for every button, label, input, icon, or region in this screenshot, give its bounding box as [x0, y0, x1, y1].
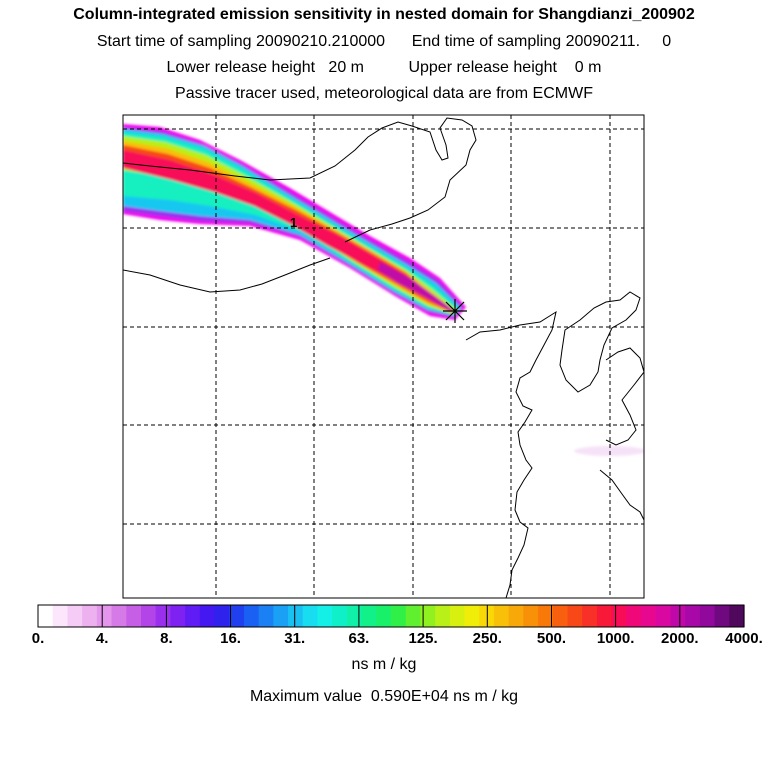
release-heights: Lower release height 20 m Upper release …	[166, 59, 602, 76]
colorbar-cell	[126, 605, 142, 627]
colorbar-cell	[52, 605, 69, 627]
colorbar-cell	[111, 605, 127, 627]
colorbar-cell	[420, 605, 436, 627]
colorbar-cell	[185, 605, 201, 627]
colorbar-cell	[229, 605, 245, 627]
colorbar-cell	[435, 605, 451, 627]
coastline-island	[559, 291, 641, 393]
colorbar-cell	[449, 605, 466, 627]
plume-layer-peak	[378, 262, 455, 311]
colorbar-cells	[38, 605, 745, 627]
tracer-info: Passive tracer used, meteorological data…	[175, 85, 593, 102]
colorbar-cell	[523, 605, 539, 627]
colorbar-cell	[67, 605, 83, 627]
grid-lines	[123, 115, 644, 598]
colorbar-tick-label: 8.	[160, 630, 173, 647]
colorbar-tick-label: 500.	[536, 630, 567, 647]
colorbar-cell	[96, 605, 113, 627]
colorbar-cell	[670, 605, 686, 627]
colorbar-cell	[464, 605, 480, 627]
colorbar-cell	[214, 605, 230, 627]
colorbar-cell	[38, 605, 54, 627]
colorbar-frame	[37, 604, 745, 628]
coastlines	[123, 117, 644, 598]
map-frame	[122, 114, 645, 599]
colorbar-tick-label: 4.	[95, 630, 109, 647]
colorbar-cell	[376, 605, 392, 627]
colorbar-cell	[140, 605, 157, 627]
colorbar-cell	[391, 605, 407, 627]
colorbar-cell	[82, 605, 98, 627]
chart-title: Column-integrated emission sensitivity i…	[73, 6, 695, 23]
colorbar-block-dividers	[101, 605, 681, 627]
colorbar-cell	[714, 605, 730, 627]
colorbar-cell	[170, 605, 186, 627]
coastline-east	[605, 347, 644, 446]
coastline-south	[465, 310, 557, 598]
colorbar-cell	[273, 605, 289, 627]
colorbar-cell	[508, 605, 524, 627]
faint-spot	[574, 446, 644, 456]
colorbar-cell	[243, 605, 260, 627]
colorbar-cell	[596, 605, 613, 627]
colorbar-cell	[538, 605, 554, 627]
colorbar-cell	[332, 605, 348, 627]
colorbar-tick-label: 125.	[408, 630, 438, 647]
release-point-marker	[443, 299, 467, 323]
colorbar-cell	[302, 605, 319, 627]
colorbar-cell	[699, 605, 716, 627]
colorbar-cell	[552, 605, 569, 627]
colorbar-cell	[361, 605, 377, 627]
colorbar-tick-label: 63.	[348, 630, 370, 647]
coastline-southeast	[599, 469, 644, 521]
colorbar-cell	[155, 605, 171, 627]
colorbar-cell	[655, 605, 672, 627]
colorbar-cell	[685, 605, 701, 627]
colorbar-cell	[641, 605, 657, 627]
colorbar-unit-label: ns m / kg	[351, 656, 417, 673]
colorbar-tick-label: 31.	[284, 630, 306, 647]
maximum-value-label: Maximum value 0.590E+04 ns m / kg	[249, 688, 519, 705]
colorbar-tick-label: 4000.	[725, 630, 763, 647]
plume-layer-7	[123, 145, 454, 312]
release-label: 1	[290, 215, 297, 230]
colorbar-tick-label: 16.	[220, 630, 241, 647]
sampling-times: Start time of sampling 20090210.210000 E…	[96, 33, 672, 50]
colorbar-cell	[611, 605, 627, 627]
colorbar-tick-label: 0.	[31, 630, 45, 647]
colorbar-tick-label: 1000.	[596, 630, 635, 647]
colorbar-cell	[199, 605, 216, 627]
colorbar-cell	[626, 605, 642, 627]
colorbar-tick-label: 2000.	[661, 630, 699, 647]
colorbar-cell	[729, 605, 745, 627]
colorbar-cell	[582, 605, 598, 627]
colorbar-cell	[317, 605, 333, 627]
colorbar-cell	[346, 605, 363, 627]
colorbar-cell	[405, 605, 422, 627]
colorbar-cell	[567, 605, 583, 627]
colorbar-cell	[258, 605, 274, 627]
coastline-west	[123, 257, 331, 293]
colorbar-cell	[288, 605, 304, 627]
colorbar-cell	[493, 605, 510, 627]
colorbar-tick-label: 250.	[472, 630, 502, 647]
coastline-north	[123, 117, 477, 243]
